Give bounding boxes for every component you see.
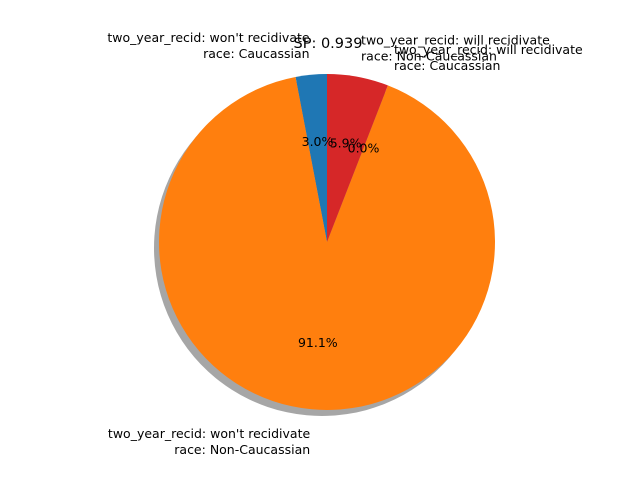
slice-label-line: race: Non-Caucassian xyxy=(174,442,310,457)
pie-labels: two_year_recid: won't recidivate race: Ca… xyxy=(107,30,583,457)
slice-label-race-caucassian-will-recidivate: two_year_recid: will recidivate race: Cau… xyxy=(394,42,583,73)
pie-slice-race-non-caucassian-will-recidivate xyxy=(327,74,388,242)
pie-slice-race-caucassian-won-t-recidivate xyxy=(295,74,327,242)
pie-slices xyxy=(159,74,495,410)
slice-label-race-caucassian-won-t-recidivate: two_year_recid: won't recidivate race: Ca… xyxy=(107,30,310,61)
slice-label-line: race: Non-Caucassian xyxy=(361,48,497,63)
slice-label-line: two_year_recid: will recidivate xyxy=(361,32,550,47)
slice-label-race-non-caucassian-will-recidivate: two_year_recid: will recidivate race: Non… xyxy=(361,32,550,63)
slice-label-race-non-caucassian-won-t-recidivate: two_year_recid: won't recidivate race: No… xyxy=(108,426,311,457)
slice-pct-race-non-caucassian-won-t-recidivate: 91.1% xyxy=(298,335,338,350)
slice-label-line: race: Caucassian xyxy=(203,46,309,61)
slice-label-line: two_year_recid: will recidivate xyxy=(394,42,583,57)
slice-pct-race-non-caucassian-will-recidivate: 5.9% xyxy=(330,135,362,150)
pie-slice-race-non-caucassian-won-t-recidivate xyxy=(159,76,495,410)
slice-pct-race-caucassian-won-t-recidivate: 3.0% xyxy=(302,134,334,149)
chart-title: SP: 0.939 xyxy=(294,36,363,52)
slice-label-line: two_year_recid: won't recidivate xyxy=(108,426,311,441)
slice-label-line: two_year_recid: won't recidivate xyxy=(107,30,310,45)
slice-pct-race-caucassian-will-recidivate: 0.0% xyxy=(348,141,380,156)
slice-label-line: race: Caucassian xyxy=(394,58,500,73)
